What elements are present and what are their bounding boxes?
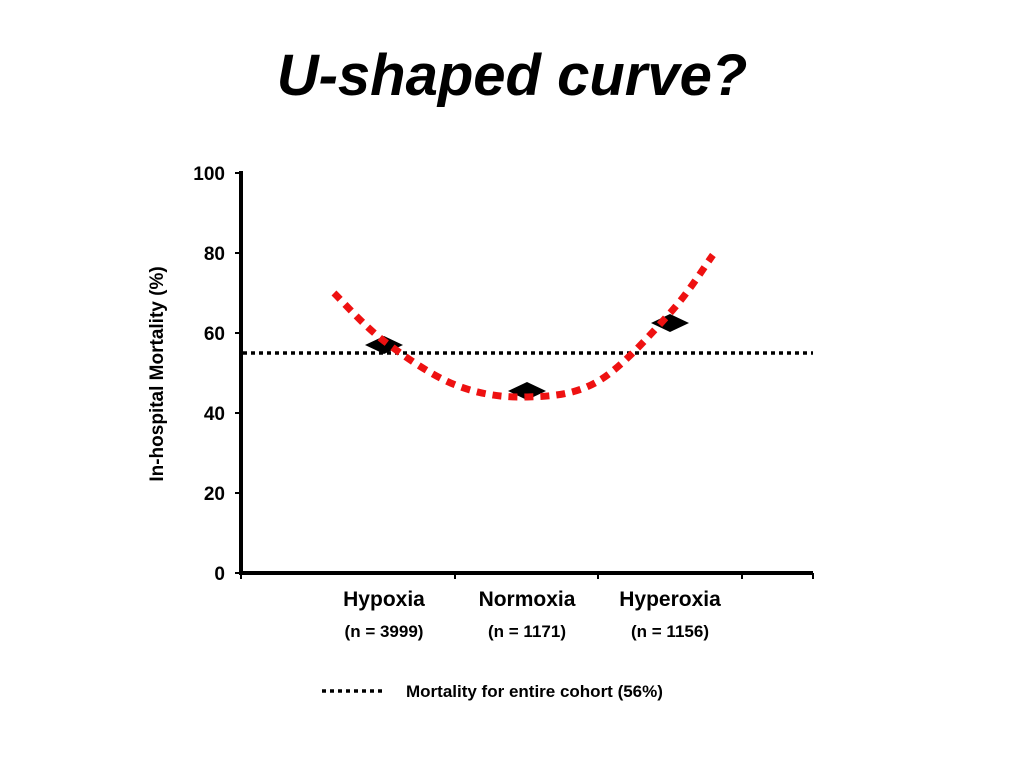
y-tick-label: 100 [193,164,225,185]
trend-curve-group [331,252,716,401]
chart-axes [239,171,813,575]
category-n-label: (n = 1171) [488,622,566,641]
category-n-label: (n = 1156) [631,622,709,641]
category-label: Hypoxia [343,588,425,611]
data-markers [365,314,689,400]
y-tick-label: 20 [204,484,225,505]
y-tick-label: 40 [204,404,225,425]
slide-title: U-shaped curve? [276,43,748,108]
y-axis-label: In-hospital Mortality (%) [147,266,168,481]
category-n-label: (n = 3999) [345,622,424,641]
category-label: Normoxia [479,588,576,611]
y-tick-label: 80 [204,244,225,265]
trend-curve [331,252,716,401]
y-ticks: 0 20 40 60 80 100 [193,164,241,585]
y-tick-label: 0 [214,564,225,585]
legend: Mortality for entire cohort (56%) [322,682,663,701]
y-tick-label: 60 [204,324,225,345]
x-ticks [240,573,814,579]
category-label: Hyperoxia [619,588,721,611]
category-labels: Hypoxia (n = 3999) Normoxia (n = 1171) Hyper… [343,588,721,641]
data-marker [508,382,546,400]
data-marker [651,314,689,332]
legend-reference-label: Mortality for entire cohort (56%) [406,682,663,701]
